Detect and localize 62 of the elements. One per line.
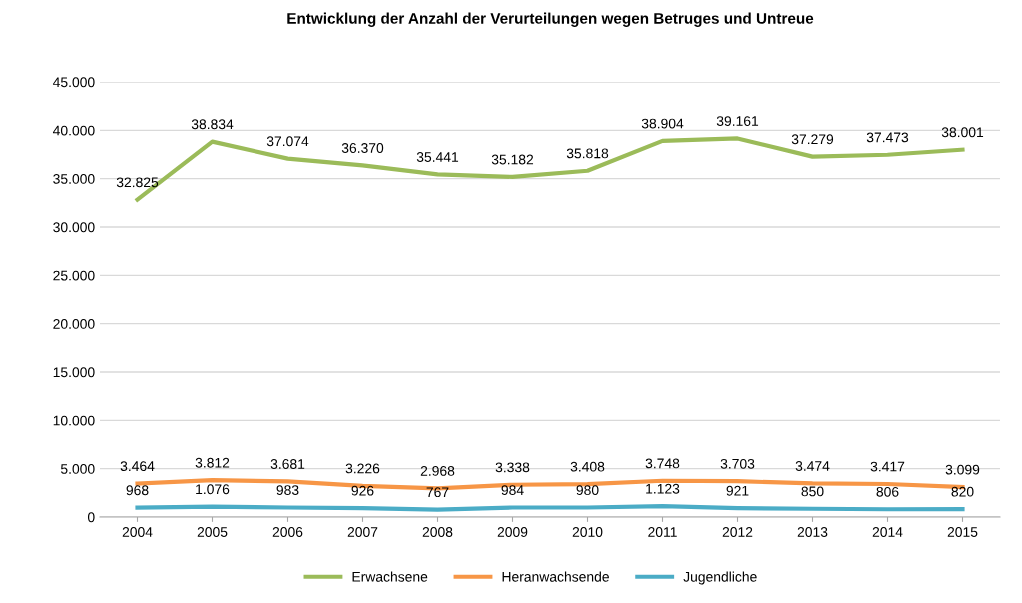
data-label: 32.825 xyxy=(116,177,159,188)
data-label: 3.703 xyxy=(720,458,755,469)
legend-label: Erwachsene xyxy=(352,571,428,582)
data-label: 767 xyxy=(426,487,449,498)
y-tick-label: 0 xyxy=(87,512,95,523)
data-label: 37.279 xyxy=(791,134,834,145)
data-label: 37.473 xyxy=(866,132,909,143)
data-label: 35.818 xyxy=(566,148,609,159)
data-label: 3.474 xyxy=(795,461,830,471)
data-label: 3.408 xyxy=(570,461,605,472)
y-tick-label: 25.000 xyxy=(53,270,95,281)
x-tick-label: 2012 xyxy=(722,527,753,537)
data-label: 980 xyxy=(576,485,599,496)
data-label: 35.182 xyxy=(491,154,534,165)
data-label: 3.338 xyxy=(495,462,530,473)
x-tick-label: 2011 xyxy=(648,527,677,537)
x-tick-label: 2010 xyxy=(572,527,603,537)
data-label: 3.417 xyxy=(870,461,905,472)
data-label: 3.748 xyxy=(645,458,680,469)
data-label: 3.681 xyxy=(270,459,305,469)
x-tick-label: 2009 xyxy=(497,527,528,537)
data-label: 39.161 xyxy=(716,116,759,126)
y-tick-label: 35.000 xyxy=(53,174,95,184)
x-tick-label: 2015 xyxy=(947,527,978,537)
data-label: 36.370 xyxy=(341,143,384,153)
y-tick-label: 20.000 xyxy=(53,319,95,329)
y-tick-label: 40.000 xyxy=(52,125,95,136)
data-label: 806 xyxy=(876,486,899,497)
data-label: 3.464 xyxy=(120,461,155,472)
x-tick-label: 2007 xyxy=(347,527,378,537)
data-label: 926 xyxy=(351,485,374,496)
data-label: 921 xyxy=(726,485,749,496)
data-label: 1.123 xyxy=(646,483,680,494)
data-label: 850 xyxy=(801,486,824,497)
x-tick-label: 2013 xyxy=(797,527,828,537)
data-label: 38.904 xyxy=(641,118,684,129)
data-label: 3.812 xyxy=(195,457,230,468)
y-tick-label: 30.000 xyxy=(53,222,95,233)
x-tick-label: 2006 xyxy=(272,527,303,537)
y-tick-label: 10.000 xyxy=(53,415,95,426)
y-tick-label: 45.000 xyxy=(52,77,95,88)
data-label: 968 xyxy=(126,485,149,496)
y-tick-label: 15.000 xyxy=(53,367,95,378)
legend-label: Jugendliche xyxy=(683,571,757,585)
data-label: 983 xyxy=(276,485,299,496)
y-tick-label: 5.000 xyxy=(60,464,95,474)
data-label: 3.099 xyxy=(945,464,980,475)
data-label: 37.074 xyxy=(266,136,309,147)
data-label: 984 xyxy=(501,485,524,496)
data-label: 2.968 xyxy=(420,466,455,476)
x-tick-label: 2005 xyxy=(197,527,228,537)
legend-label: Heranwachsende xyxy=(502,571,609,582)
x-tick-label: 2014 xyxy=(872,527,903,537)
data-label: 3.226 xyxy=(345,463,380,474)
x-tick-label: 2004 xyxy=(122,527,153,537)
data-label: 1.076 xyxy=(196,484,230,495)
chart-title: Entwicklung der Anzahl der Verurteilungen wegen Betruges und Untreue xyxy=(287,12,814,27)
data-label: 35.441 xyxy=(416,152,459,162)
data-label: 38.001 xyxy=(941,127,984,138)
data-label: 38.834 xyxy=(191,119,234,130)
x-tick-label: 2008 xyxy=(422,527,453,537)
data-label: 820 xyxy=(951,486,974,497)
